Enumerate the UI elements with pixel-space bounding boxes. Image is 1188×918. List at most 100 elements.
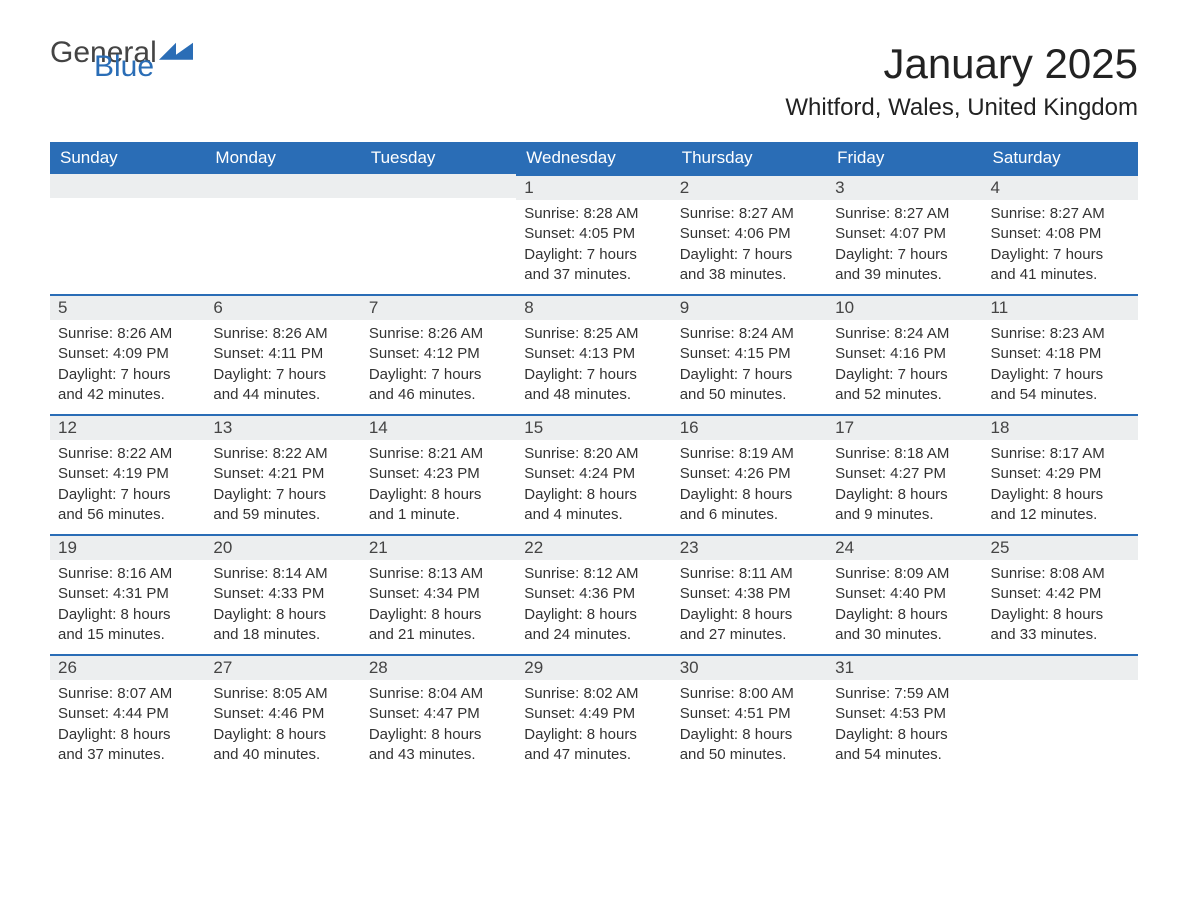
daylight-text-2: and 27 minutes. [680, 625, 819, 645]
daylight-text-2: and 46 minutes. [369, 385, 508, 405]
calendar-day-cell: 5Sunrise: 8:26 AMSunset: 4:09 PMDaylight… [50, 294, 205, 414]
sunset-text: Sunset: 4:07 PM [835, 224, 974, 244]
day-number: 23 [672, 534, 827, 560]
calendar-day-cell: 14Sunrise: 8:21 AMSunset: 4:23 PMDayligh… [361, 414, 516, 534]
sunrise-text: Sunrise: 8:19 AM [680, 444, 819, 464]
sunset-text: Sunset: 4:29 PM [991, 464, 1130, 484]
day-details: Sunrise: 8:24 AMSunset: 4:16 PMDaylight:… [827, 320, 982, 413]
sunrise-text: Sunrise: 8:26 AM [58, 324, 197, 344]
sunset-text: Sunset: 4:15 PM [680, 344, 819, 364]
day-number: 14 [361, 414, 516, 440]
sunset-text: Sunset: 4:49 PM [524, 704, 663, 724]
daylight-text-2: and 21 minutes. [369, 625, 508, 645]
calendar-day-cell: 4Sunrise: 8:27 AMSunset: 4:08 PMDaylight… [983, 174, 1138, 294]
sunset-text: Sunset: 4:18 PM [991, 344, 1130, 364]
sunset-text: Sunset: 4:27 PM [835, 464, 974, 484]
sunrise-text: Sunrise: 7:59 AM [835, 684, 974, 704]
sunset-text: Sunset: 4:53 PM [835, 704, 974, 724]
weekday-header: Friday [827, 142, 982, 174]
daylight-text-2: and 48 minutes. [524, 385, 663, 405]
sunrise-text: Sunrise: 8:18 AM [835, 444, 974, 464]
calendar-day-cell: 18Sunrise: 8:17 AMSunset: 4:29 PMDayligh… [983, 414, 1138, 534]
daylight-text-2: and 1 minute. [369, 505, 508, 525]
daylight-text-1: Daylight: 8 hours [991, 605, 1130, 625]
sunset-text: Sunset: 4:24 PM [524, 464, 663, 484]
daylight-text-1: Daylight: 7 hours [991, 365, 1130, 385]
daylight-text-2: and 43 minutes. [369, 745, 508, 765]
daylight-text-1: Daylight: 7 hours [213, 485, 352, 505]
day-details: Sunrise: 8:14 AMSunset: 4:33 PMDaylight:… [205, 560, 360, 653]
sunrise-text: Sunrise: 8:26 AM [369, 324, 508, 344]
calendar-week-row: 19Sunrise: 8:16 AMSunset: 4:31 PMDayligh… [50, 534, 1138, 654]
day-details: Sunrise: 8:08 AMSunset: 4:42 PMDaylight:… [983, 560, 1138, 653]
sunrise-text: Sunrise: 8:14 AM [213, 564, 352, 584]
sunrise-text: Sunrise: 8:24 AM [680, 324, 819, 344]
daylight-text-1: Daylight: 8 hours [213, 605, 352, 625]
sunrise-text: Sunrise: 8:27 AM [835, 204, 974, 224]
day-details [983, 680, 1138, 692]
daylight-text-1: Daylight: 8 hours [835, 725, 974, 745]
day-details: Sunrise: 8:27 AMSunset: 4:06 PMDaylight:… [672, 200, 827, 293]
calendar-week-row: 1Sunrise: 8:28 AMSunset: 4:05 PMDaylight… [50, 174, 1138, 294]
daylight-text-2: and 6 minutes. [680, 505, 819, 525]
calendar-day-cell: 24Sunrise: 8:09 AMSunset: 4:40 PMDayligh… [827, 534, 982, 654]
daylight-text-2: and 18 minutes. [213, 625, 352, 645]
sunrise-text: Sunrise: 8:08 AM [991, 564, 1130, 584]
daylight-text-2: and 4 minutes. [524, 505, 663, 525]
sunrise-text: Sunrise: 8:09 AM [835, 564, 974, 584]
daylight-text-2: and 30 minutes. [835, 625, 974, 645]
daylight-text-1: Daylight: 8 hours [58, 605, 197, 625]
day-number: 1 [516, 174, 671, 200]
daylight-text-2: and 50 minutes. [680, 385, 819, 405]
sunset-text: Sunset: 4:13 PM [524, 344, 663, 364]
sunrise-text: Sunrise: 8:02 AM [524, 684, 663, 704]
calendar-day-cell: 6Sunrise: 8:26 AMSunset: 4:11 PMDaylight… [205, 294, 360, 414]
day-details: Sunrise: 8:19 AMSunset: 4:26 PMDaylight:… [672, 440, 827, 533]
day-details: Sunrise: 8:11 AMSunset: 4:38 PMDaylight:… [672, 560, 827, 653]
daylight-text-2: and 37 minutes. [524, 265, 663, 285]
daylight-text-1: Daylight: 8 hours [213, 725, 352, 745]
day-details: Sunrise: 8:20 AMSunset: 4:24 PMDaylight:… [516, 440, 671, 533]
sunrise-text: Sunrise: 8:20 AM [524, 444, 663, 464]
calendar-week-row: 5Sunrise: 8:26 AMSunset: 4:09 PMDaylight… [50, 294, 1138, 414]
day-details: Sunrise: 8:00 AMSunset: 4:51 PMDaylight:… [672, 680, 827, 773]
calendar-day-cell: 26Sunrise: 8:07 AMSunset: 4:44 PMDayligh… [50, 654, 205, 774]
calendar-day-cell: 30Sunrise: 8:00 AMSunset: 4:51 PMDayligh… [672, 654, 827, 774]
day-details: Sunrise: 8:18 AMSunset: 4:27 PMDaylight:… [827, 440, 982, 533]
calendar-day-cell: 31Sunrise: 7:59 AMSunset: 4:53 PMDayligh… [827, 654, 982, 774]
day-details: Sunrise: 8:26 AMSunset: 4:12 PMDaylight:… [361, 320, 516, 413]
day-number: 2 [672, 174, 827, 200]
calendar-day-cell [205, 174, 360, 294]
sunrise-text: Sunrise: 8:23 AM [991, 324, 1130, 344]
daylight-text-1: Daylight: 8 hours [369, 485, 508, 505]
calendar-day-cell: 20Sunrise: 8:14 AMSunset: 4:33 PMDayligh… [205, 534, 360, 654]
sunset-text: Sunset: 4:19 PM [58, 464, 197, 484]
calendar-day-cell: 3Sunrise: 8:27 AMSunset: 4:07 PMDaylight… [827, 174, 982, 294]
calendar-day-cell: 21Sunrise: 8:13 AMSunset: 4:34 PMDayligh… [361, 534, 516, 654]
weekday-header: Sunday [50, 142, 205, 174]
day-number: 9 [672, 294, 827, 320]
day-number: 27 [205, 654, 360, 680]
daylight-text-1: Daylight: 8 hours [680, 485, 819, 505]
day-details: Sunrise: 8:07 AMSunset: 4:44 PMDaylight:… [50, 680, 205, 773]
sunset-text: Sunset: 4:36 PM [524, 584, 663, 604]
daylight-text-1: Daylight: 7 hours [524, 365, 663, 385]
day-number: 10 [827, 294, 982, 320]
day-number: 6 [205, 294, 360, 320]
daylight-text-1: Daylight: 7 hours [835, 245, 974, 265]
day-details: Sunrise: 8:13 AMSunset: 4:34 PMDaylight:… [361, 560, 516, 653]
daylight-text-1: Daylight: 7 hours [58, 485, 197, 505]
sunset-text: Sunset: 4:08 PM [991, 224, 1130, 244]
day-details: Sunrise: 8:25 AMSunset: 4:13 PMDaylight:… [516, 320, 671, 413]
daylight-text-1: Daylight: 7 hours [524, 245, 663, 265]
day-number: 21 [361, 534, 516, 560]
daylight-text-2: and 59 minutes. [213, 505, 352, 525]
daylight-text-1: Daylight: 8 hours [369, 605, 508, 625]
sunset-text: Sunset: 4:31 PM [58, 584, 197, 604]
calendar-day-cell [361, 174, 516, 294]
day-details [50, 198, 205, 210]
daylight-text-1: Daylight: 8 hours [835, 485, 974, 505]
day-details: Sunrise: 8:09 AMSunset: 4:40 PMDaylight:… [827, 560, 982, 653]
sunrise-text: Sunrise: 8:04 AM [369, 684, 508, 704]
daylight-text-2: and 44 minutes. [213, 385, 352, 405]
